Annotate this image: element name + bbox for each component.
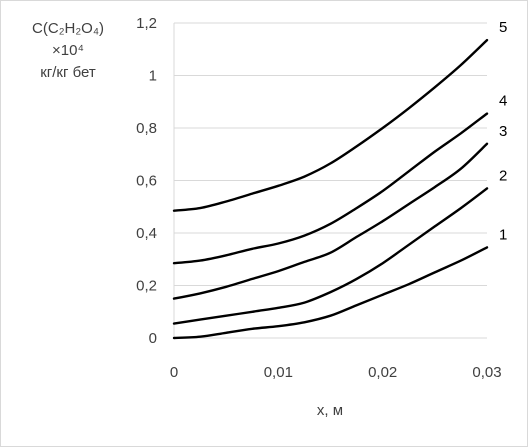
series-line-1 — [172, 246, 489, 340]
x-tick-labels: 0 0,01 0,02 0,03 — [170, 364, 502, 381]
y-tick-label: 0 — [149, 330, 157, 347]
y-tick-label: 1 — [149, 68, 157, 85]
y-axis-label-line-2: ×10⁴ — [52, 42, 84, 59]
x-tick-label: 0,02 — [368, 364, 397, 381]
y-tick-label: 0,4 — [136, 225, 157, 242]
x-tick-label: 0,03 — [472, 364, 501, 381]
series-line-4 — [172, 112, 489, 265]
series-label-4: 4 — [499, 93, 507, 110]
y-tick-label: 0,2 — [136, 278, 157, 295]
series-lines — [172, 38, 489, 340]
y-tick-label: 1,2 — [136, 15, 157, 32]
y-tick-label: 0,8 — [136, 120, 157, 137]
x-tick-label: 0,01 — [264, 364, 293, 381]
y-axis-label-line-1: C(C₂H₂O₄) — [32, 20, 104, 37]
series-label-1: 1 — [499, 226, 507, 243]
gridlines — [174, 22, 487, 339]
series-labels: 1 2 3 4 5 — [499, 19, 507, 243]
series-line-5 — [172, 38, 489, 212]
series-line-3 — [172, 142, 489, 300]
series-line-2 — [172, 187, 489, 325]
series-label-3: 3 — [499, 123, 507, 140]
y-axis-label-line-3: кг/кг бет — [40, 64, 96, 81]
series-label-5: 5 — [499, 19, 507, 36]
y-tick-labels: 0 0,2 0,4 0,6 0,8 1 1,2 — [136, 15, 157, 347]
x-tick-label: 0 — [170, 364, 178, 381]
series-label-2: 2 — [499, 167, 507, 184]
x-axis-label: x, м — [317, 402, 343, 419]
y-tick-label: 0,6 — [136, 173, 157, 190]
